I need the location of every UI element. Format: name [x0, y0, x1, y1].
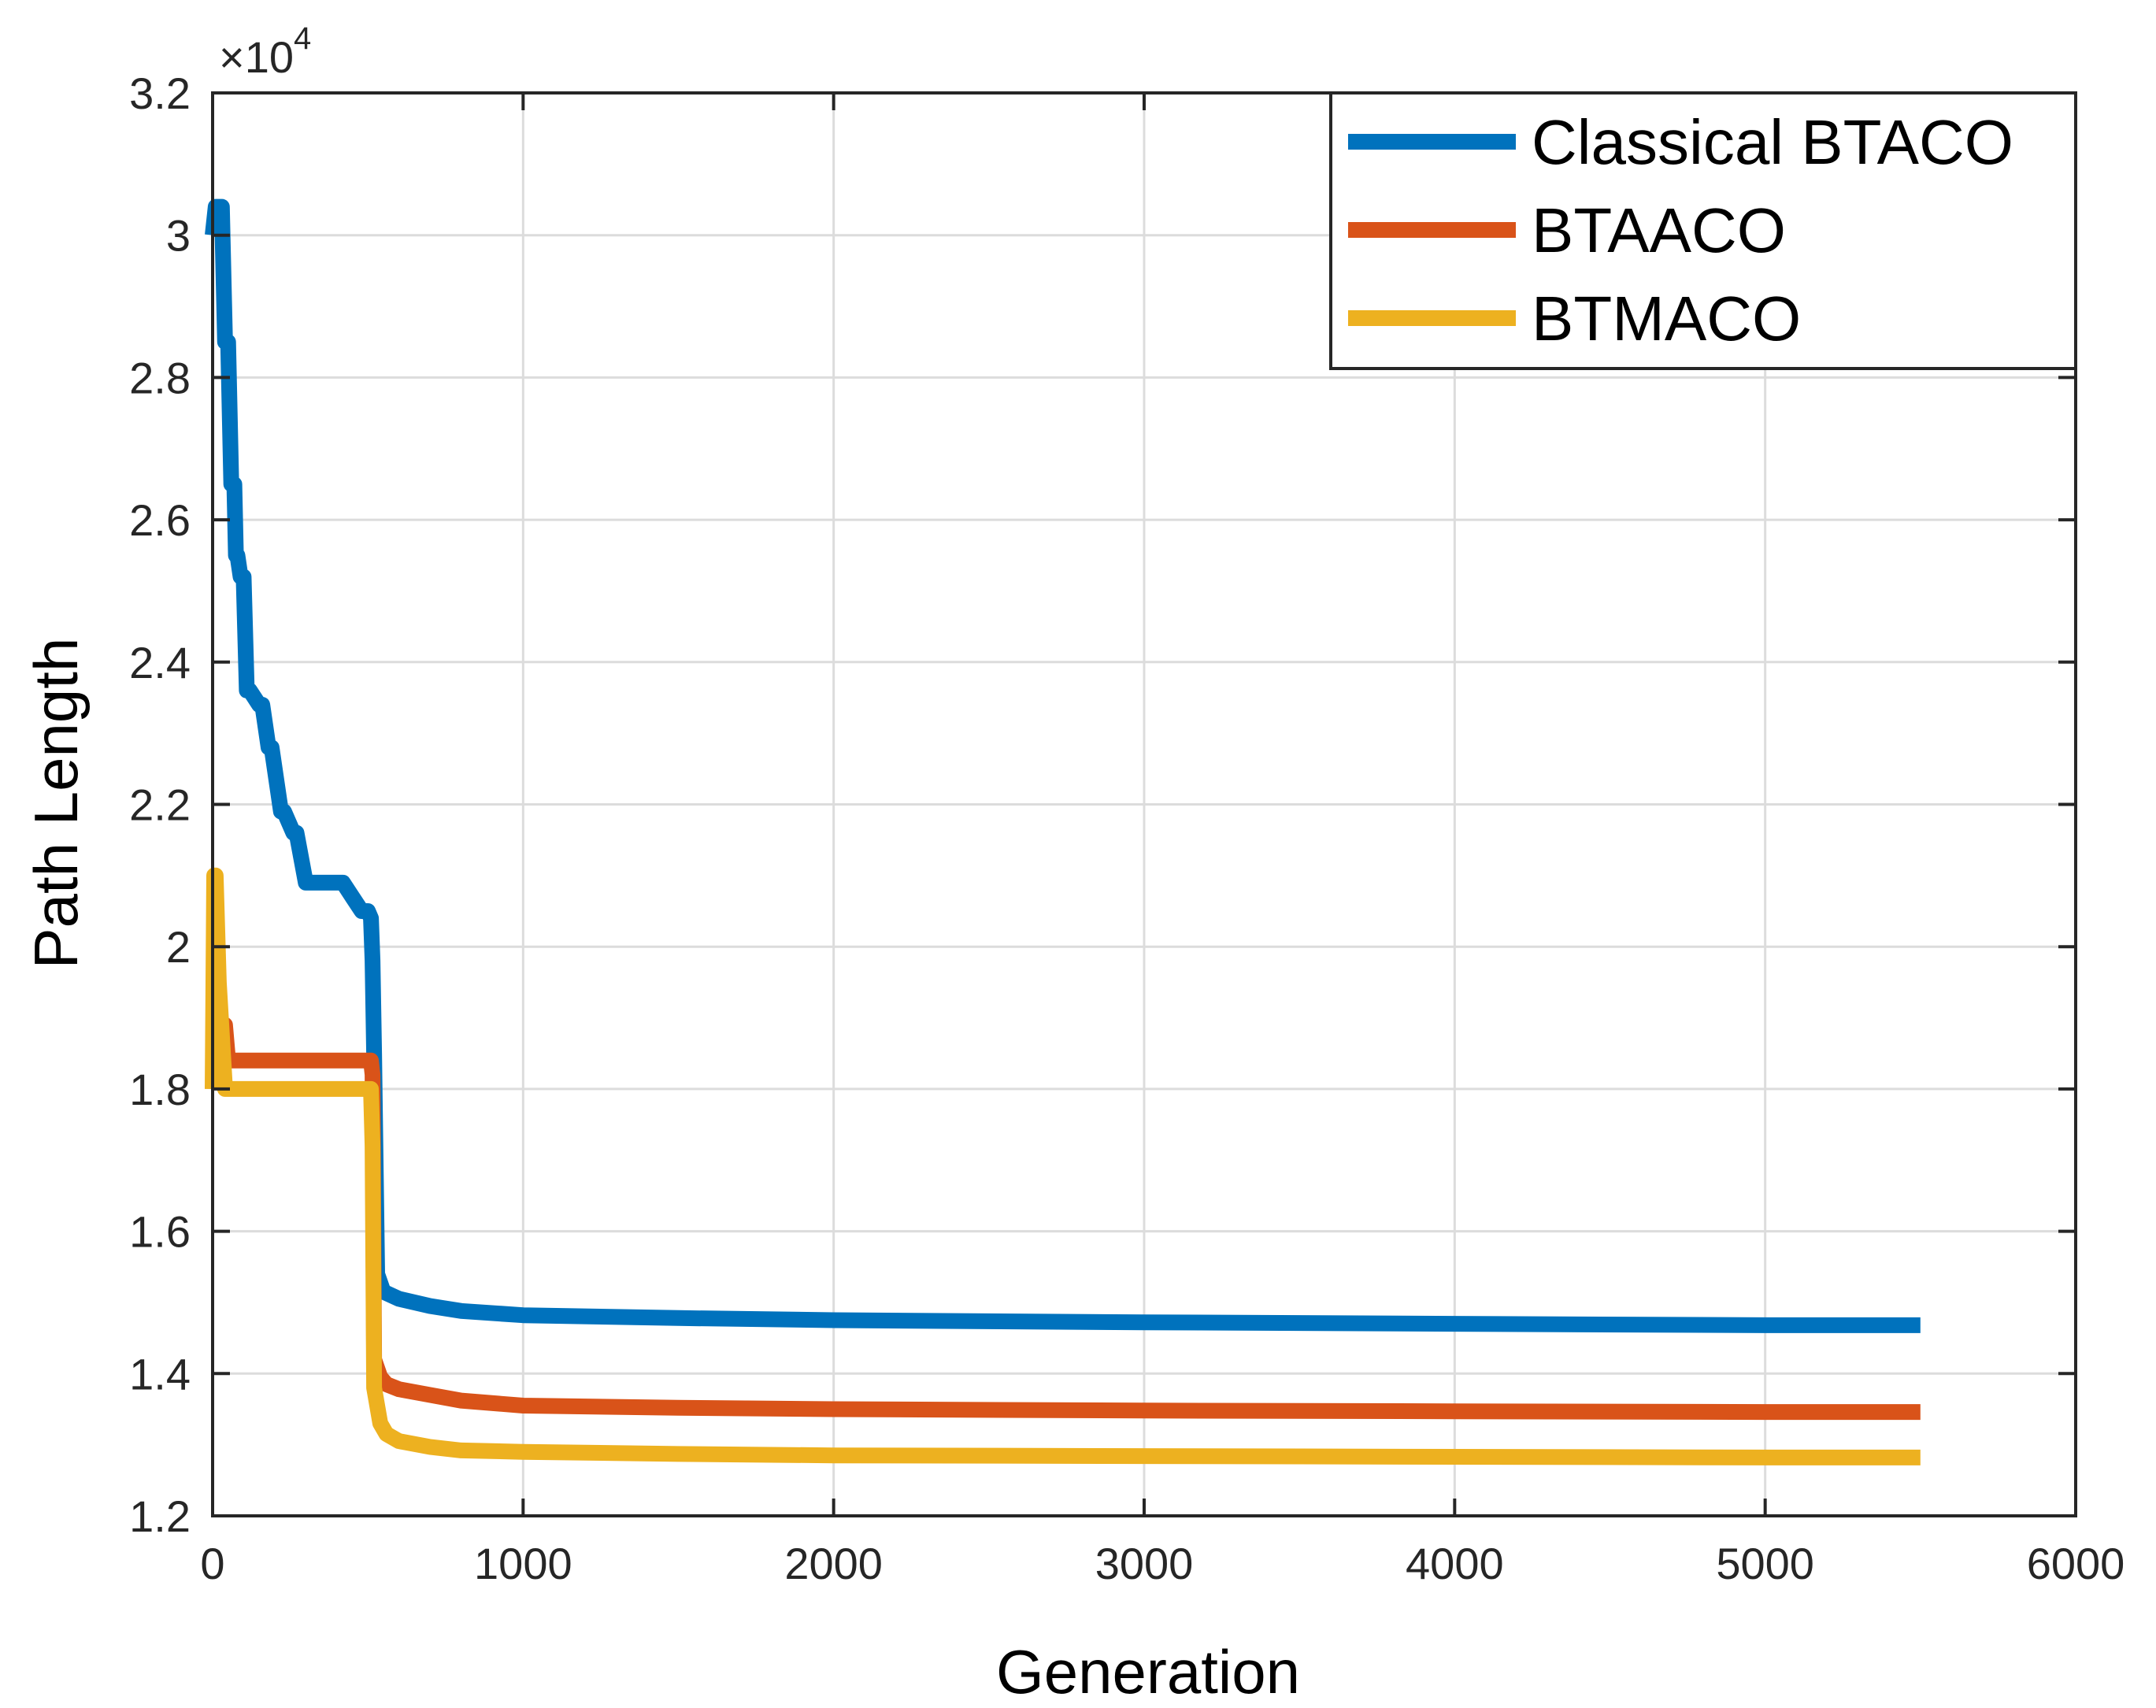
- y-tick-labels: 1.2 1.4 1.6 1.8 2 2.2 2.4 2.6 2.8 3 3.2: [129, 69, 191, 1541]
- x-tick-label: 1000: [474, 1539, 572, 1588]
- x-tick-label: 0: [200, 1539, 224, 1588]
- exponent-power: 4: [294, 21, 311, 56]
- x-tick-label: 4000: [1406, 1539, 1504, 1588]
- legend-label: Classical BTACO: [1532, 107, 2013, 177]
- y-axis-exponent: ×104: [219, 21, 311, 82]
- y-tick-label: 2: [166, 922, 191, 972]
- y-tick-label: 2.8: [129, 353, 191, 402]
- x-tick-label: 3000: [1095, 1539, 1194, 1588]
- x-axis-title: Generation: [996, 1637, 1300, 1706]
- y-tick-label: 2.2: [129, 780, 191, 830]
- legend-items: Classical BTACO BTAACO BTMACO: [1348, 107, 2013, 354]
- y-tick-label: 1.8: [129, 1065, 191, 1114]
- y-axis-title: Path Length: [21, 638, 91, 969]
- series-line-1: [205, 198, 1921, 1333]
- x-tick-labels: 0 1000 2000 3000 4000 5000 6000: [200, 1539, 2125, 1588]
- y-tick-label: 2.6: [129, 495, 191, 545]
- x-tick-label: 5000: [1716, 1539, 1814, 1588]
- y-tick-label: 3: [166, 211, 191, 261]
- y-tick-label: 3.2: [129, 69, 191, 118]
- legend-label: BTAACO: [1532, 195, 1786, 265]
- series-line-3: [205, 867, 1921, 1465]
- x-tick-label: 2000: [784, 1539, 883, 1588]
- legend: Classical BTACO BTAACO BTMACO: [1329, 91, 2077, 370]
- y-tick-label: 1.4: [129, 1349, 191, 1399]
- legend-label: BTMACO: [1532, 283, 1801, 354]
- series-lines: [205, 198, 1921, 1465]
- y-tick-label: 1.6: [129, 1207, 191, 1257]
- exponent-base: ×10: [219, 32, 294, 82]
- x-tick-label: 6000: [2027, 1539, 2125, 1588]
- y-tick-label: 1.2: [129, 1491, 191, 1541]
- y-tick-label: 2.4: [129, 638, 191, 687]
